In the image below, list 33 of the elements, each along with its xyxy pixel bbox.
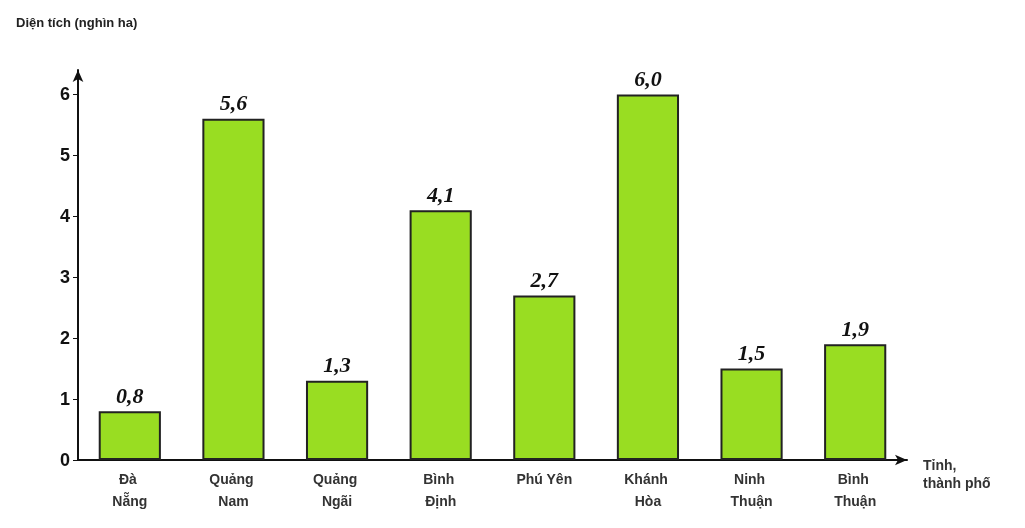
bar [98,411,161,460]
data-label: 2,7 [529,266,560,292]
x-tick-label: Quảng Nam [209,471,258,509]
x-tick-label: Khánh Hòa [624,471,672,509]
y-tick-label: 2 [59,328,70,349]
y-tick-label: 6 [59,84,70,105]
bar [824,344,887,460]
data-label: 5,6 [219,90,248,116]
y-axis-title: Diện tích (nghìn ha) [16,15,138,30]
bar [720,368,783,460]
bar [513,295,576,460]
y-tick-label: 0 [59,450,70,470]
bar [409,210,472,460]
x-tick-label: Đà Nẵng [112,471,148,509]
x-tick-label: Ninh Thuận [730,471,773,509]
data-label: 1,3 [323,352,351,378]
x-tick-label: Quảng Ngãi [312,471,362,509]
y-tick-label: 5 [59,145,70,166]
data-label: 1,9 [841,315,869,341]
data-label: 6,0 [634,65,662,91]
x-axis-title: Tỉnh, thành phố [923,457,992,491]
x-tick-label: Bình Định [423,471,459,509]
x-tick-label: Phú Yên [516,471,573,487]
y-tick-label: 3 [59,267,70,288]
bar [202,118,265,460]
data-label: 4,1 [425,181,455,207]
x-tick-label: Bình Thuận [834,471,877,509]
bar [616,94,680,460]
y-tick-label: 1 [59,389,70,410]
data-label: 1,5 [737,340,766,366]
y-tick-label: 4 [59,206,70,227]
bar [305,380,369,460]
data-label: 0,8 [116,382,144,408]
